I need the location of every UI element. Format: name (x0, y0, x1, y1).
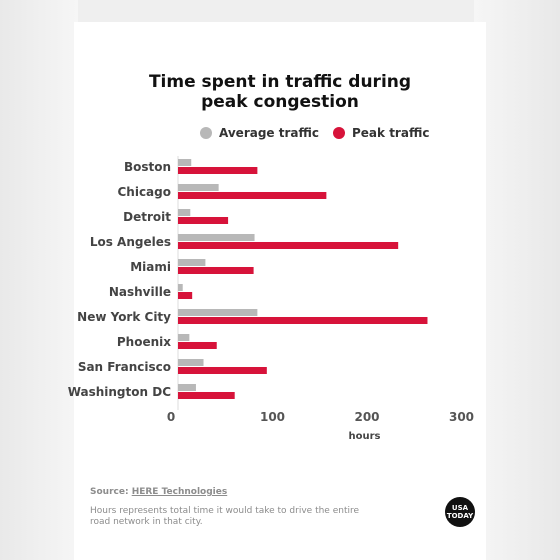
x-tick-label: 200 (354, 410, 379, 424)
bar-average-traffic (178, 359, 204, 366)
usa-today-logo: USA TODAY (445, 497, 475, 527)
logo-text-line1: USA (451, 504, 469, 512)
chart-title: Time spent in traffic during peak conges… (74, 72, 486, 112)
footnote: Hours represents total time it would tak… (90, 506, 360, 527)
bar-average-traffic (178, 209, 191, 216)
bar-peak-traffic (178, 367, 267, 374)
background-left (0, 0, 78, 560)
bar-average-traffic (178, 384, 196, 391)
chart-card (74, 22, 486, 560)
bar-peak-traffic (178, 167, 258, 174)
background-right (474, 0, 560, 560)
category-label: Phoenix (117, 335, 171, 349)
bar-peak-traffic (178, 317, 428, 324)
bar-average-traffic (178, 234, 255, 241)
legend-item-peak: Peak traffic (333, 126, 429, 140)
source-link[interactable]: HERE Technologies (131, 487, 228, 497)
bar-peak-traffic (178, 242, 399, 249)
bar-peak-traffic (178, 342, 217, 349)
x-tick-label: 0 (167, 410, 175, 424)
bar-average-traffic (178, 284, 183, 291)
x-tick-label: 100 (260, 410, 285, 424)
x-tick-label: 300 (449, 410, 474, 424)
bar-peak-traffic (178, 267, 254, 274)
legend-swatch-average (200, 127, 212, 139)
chart-title-line1: Time spent in traffic during (148, 72, 412, 92)
category-label: Washington DC (68, 385, 172, 399)
legend-swatch-peak (333, 127, 345, 139)
bar-average-traffic (178, 259, 206, 266)
category-label: Nashville (109, 285, 171, 299)
legend-label-peak: Peak traffic (352, 126, 430, 140)
x-axis-title: hours (349, 431, 381, 442)
logo-text-line2: TODAY (446, 512, 474, 520)
category-label: Los Angeles (90, 235, 171, 249)
chart-legend: Average traffic Peak traffic (200, 124, 443, 142)
legend-item-average: Average traffic (200, 126, 319, 140)
bar-average-traffic (178, 184, 219, 191)
bar-average-traffic (178, 159, 192, 166)
category-label: Miami (130, 260, 171, 274)
category-label: Chicago (117, 185, 171, 199)
bar-peak-traffic (178, 192, 327, 199)
source-line: Source: HERE Technologies (90, 487, 227, 497)
source-prefix: Source: (90, 487, 132, 497)
bar-average-traffic (178, 334, 190, 341)
category-label: San Francisco (78, 360, 171, 374)
bar-peak-traffic (178, 292, 193, 299)
bar-average-traffic (178, 309, 258, 316)
category-label: Detroit (123, 210, 171, 224)
category-label: New York City (77, 310, 171, 324)
chart-title-line2: peak congestion (201, 92, 359, 112)
bar-peak-traffic (178, 392, 235, 399)
bar-peak-traffic (178, 217, 229, 224)
legend-label-average: Average traffic (219, 126, 319, 140)
category-label: Boston (124, 160, 171, 174)
